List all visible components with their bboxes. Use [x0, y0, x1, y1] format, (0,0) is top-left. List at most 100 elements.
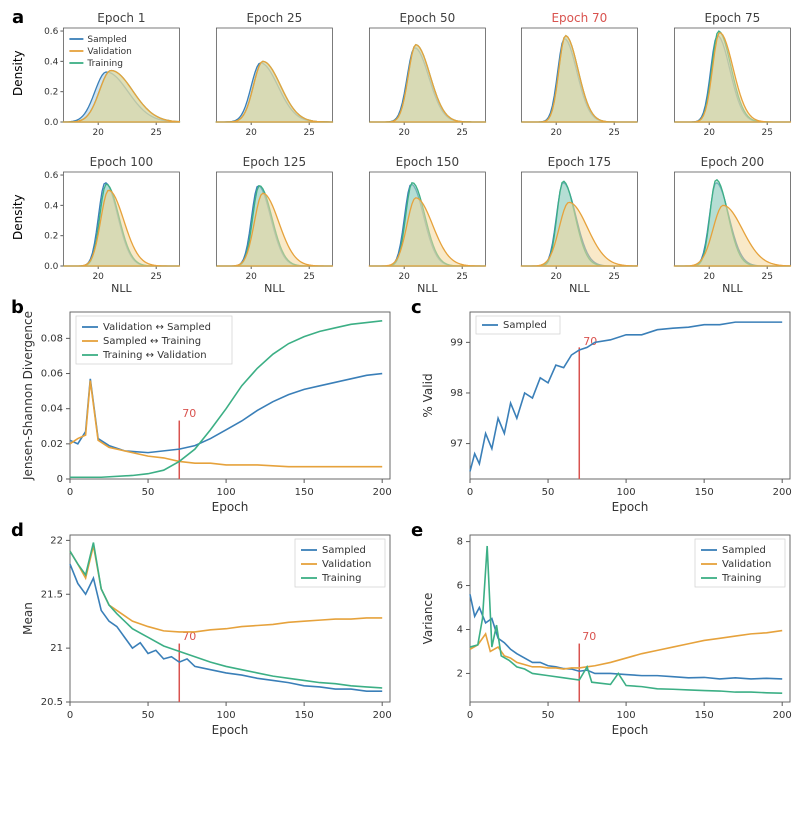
- panel-e-label: e: [411, 520, 423, 541]
- svg-text:Sampled: Sampled: [87, 35, 126, 45]
- svg-text:25: 25: [762, 128, 773, 138]
- svg-text:50: 50: [142, 487, 155, 498]
- svg-text:Validation ↔ Sampled: Validation ↔ Sampled: [103, 322, 211, 333]
- density-cell: Epoch 125 20 25 NLL: [188, 154, 337, 294]
- density-cell: Epoch 25 20 25: [188, 10, 337, 150]
- svg-text:Epoch 50: Epoch 50: [399, 11, 455, 25]
- svg-text:Sampled: Sampled: [722, 545, 766, 556]
- density-cell: Epoch 75 20 25: [646, 10, 795, 150]
- svg-text:Training: Training: [721, 573, 761, 584]
- svg-text:NLL: NLL: [570, 282, 591, 294]
- svg-text:Epoch 125: Epoch 125: [242, 155, 305, 169]
- panel-c-label: c: [411, 297, 422, 318]
- panel-b-label: b: [11, 297, 24, 318]
- svg-text:Epoch 200: Epoch 200: [701, 155, 764, 169]
- svg-text:Validation: Validation: [322, 559, 371, 570]
- density-cell: Epoch 1000.00.20.40.62025NLL: [35, 154, 184, 294]
- svg-text:200: 200: [373, 487, 392, 498]
- svg-text:0.0: 0.0: [44, 118, 59, 128]
- svg-text:Training: Training: [321, 573, 361, 584]
- svg-text:20: 20: [245, 128, 257, 138]
- svg-text:50: 50: [542, 487, 555, 498]
- svg-text:Mean: Mean: [21, 602, 35, 635]
- svg-text:20.5: 20.5: [41, 697, 63, 708]
- svg-text:0: 0: [67, 710, 73, 721]
- panel-b: b 05010015020000.020.040.060.08EpochJens…: [18, 302, 398, 517]
- svg-text:20: 20: [551, 128, 563, 138]
- svg-text:0.4: 0.4: [44, 57, 59, 67]
- svg-text:Epoch 25: Epoch 25: [246, 11, 302, 25]
- svg-text:21: 21: [50, 643, 63, 654]
- svg-text:Validation: Validation: [722, 559, 771, 570]
- svg-text:100: 100: [217, 487, 236, 498]
- svg-text:Epoch: Epoch: [212, 723, 249, 737]
- svg-text:Epoch 1: Epoch 1: [97, 11, 145, 25]
- svg-text:150: 150: [695, 487, 714, 498]
- svg-text:0.04: 0.04: [41, 404, 63, 415]
- svg-text:98: 98: [450, 388, 463, 399]
- svg-text:Sampled ↔ Training: Sampled ↔ Training: [103, 336, 201, 347]
- svg-text:0.02: 0.02: [41, 439, 63, 450]
- svg-text:0.2: 0.2: [44, 88, 58, 98]
- svg-text:22: 22: [50, 535, 63, 546]
- svg-text:Epoch 75: Epoch 75: [705, 11, 761, 25]
- svg-text:Epoch: Epoch: [212, 500, 249, 514]
- svg-text:0: 0: [467, 487, 473, 498]
- panel-a-label: a: [12, 7, 24, 28]
- svg-text:25: 25: [456, 128, 467, 138]
- svg-text:4: 4: [457, 624, 463, 635]
- svg-text:100: 100: [617, 487, 636, 498]
- svg-text:20: 20: [398, 128, 410, 138]
- svg-text:% Valid: % Valid: [421, 373, 435, 417]
- density-cell: Epoch 702025: [493, 10, 642, 150]
- svg-text:20: 20: [92, 272, 104, 282]
- density-cell: Epoch 10.00.20.40.62025SampledValidation…: [35, 10, 184, 150]
- svg-text:50: 50: [142, 710, 155, 721]
- svg-text:50: 50: [542, 710, 555, 721]
- svg-text:20: 20: [704, 128, 716, 138]
- svg-text:NLL: NLL: [264, 282, 285, 294]
- svg-text:0.4: 0.4: [44, 201, 59, 211]
- svg-text:Jensen-Shannon Divergence: Jensen-Shannon Divergence: [21, 311, 35, 481]
- svg-text:70: 70: [182, 407, 196, 420]
- svg-text:Epoch 100: Epoch 100: [90, 155, 153, 169]
- density-cell: Epoch 1752025NLL: [493, 154, 642, 294]
- svg-text:Epoch: Epoch: [612, 723, 649, 737]
- svg-text:0: 0: [467, 710, 473, 721]
- svg-text:100: 100: [617, 710, 636, 721]
- svg-text:NLL: NLL: [417, 282, 438, 294]
- figure: a Epoch 10.00.20.40.62025SampledValidati…: [10, 10, 787, 740]
- svg-text:25: 25: [303, 272, 314, 282]
- svg-text:6: 6: [457, 581, 463, 592]
- svg-text:20: 20: [704, 272, 716, 282]
- svg-text:Epoch 175: Epoch 175: [548, 155, 611, 169]
- density-cell: Epoch 50 20 25: [341, 10, 490, 150]
- svg-text:25: 25: [303, 128, 314, 138]
- svg-text:NLL: NLL: [722, 282, 743, 294]
- svg-text:Sampled: Sampled: [322, 545, 366, 556]
- svg-text:0.2: 0.2: [44, 232, 58, 242]
- svg-text:Variance: Variance: [421, 593, 435, 645]
- svg-text:21.5: 21.5: [41, 589, 63, 600]
- svg-text:25: 25: [150, 128, 161, 138]
- panel-a: a Epoch 10.00.20.40.62025SampledValidati…: [15, 10, 795, 294]
- density-ylabel: Density: [11, 222, 25, 240]
- svg-text:0.0: 0.0: [44, 262, 59, 272]
- panel-d: d 05010015020020.52121.522EpochMean70Sam…: [18, 525, 398, 740]
- svg-text:97: 97: [450, 439, 463, 450]
- svg-text:200: 200: [773, 710, 792, 721]
- svg-text:20: 20: [92, 128, 104, 138]
- svg-text:Epoch 70: Epoch 70: [552, 11, 608, 25]
- svg-text:99: 99: [450, 337, 463, 348]
- svg-text:Sampled: Sampled: [503, 320, 547, 331]
- svg-text:2: 2: [457, 668, 463, 679]
- svg-text:200: 200: [773, 487, 792, 498]
- svg-text:25: 25: [609, 272, 620, 282]
- panel-e: e 0501001502002468EpochVariance70Sampled…: [418, 525, 797, 740]
- density-cell: Epoch 1502025NLL: [341, 154, 490, 294]
- svg-text:NLL: NLL: [111, 282, 132, 294]
- density-cell: Epoch 2002025NLL: [646, 154, 795, 294]
- svg-text:100: 100: [217, 710, 236, 721]
- svg-text:20: 20: [245, 272, 257, 282]
- svg-text:0: 0: [67, 487, 73, 498]
